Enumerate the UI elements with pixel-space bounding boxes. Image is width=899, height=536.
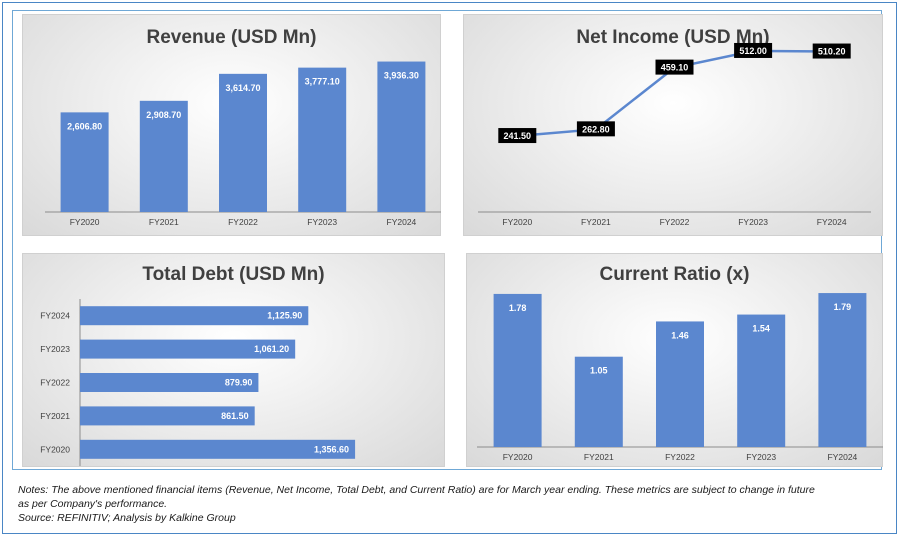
net-income-x-tick-label: FY2024 [817,217,847,227]
current-ratio-x-tick-label: FY2020 [503,452,533,462]
total-debt-chart-title: Total Debt (USD Mn) [142,264,325,285]
current-ratio-bar-fy2020 [493,293,542,447]
current-ratio-data-label: 1.54 [752,324,770,334]
current-ratio-x-tick-label: FY2024 [828,452,858,462]
revenue-x-tick-label: FY2024 [387,217,417,227]
revenue-data-label: 2,606.80 [67,121,102,131]
total-debt-data-label: 861.50 [221,411,249,421]
charts-frame: Revenue (USD Mn) 2,606.80 FY2020 2,908.70 F… [12,10,883,470]
total-debt-chart: 1,125.90 FY2024 1,061.20 FY2023 879.90 FY2022… [40,299,356,466]
revenue-data-label: 2,908.70 [146,110,181,120]
net-income-chart-panel: Net Income (USD Mn) 241.50 FY2020 262.80 FY… [463,14,883,236]
revenue-chart-panel: Revenue (USD Mn) 2,606.80 FY2020 2,908.70 F… [22,14,441,236]
notes-line-2: as per Company's performance. [18,498,168,510]
revenue-chart: 2,606.80 FY2020 2,908.70 FY2021 3,614.70 FY20… [45,61,441,227]
total-debt-y-tick-label: FY2024 [40,311,70,321]
revenue-data-label: 3,936.30 [384,71,419,81]
revenue-chart-title: Revenue (USD Mn) [146,27,317,48]
net-income-data-label: 459.10 [661,63,689,73]
current-ratio-chart: 1.78 FY2020 1.05 FY2021 1.46 FY2022 1.54 FY2023… [477,293,883,462]
current-ratio-x-tick-label: FY2021 [584,452,614,462]
current-ratio-data-label: 1.79 [834,302,852,312]
revenue-x-tick-label: FY2021 [149,217,179,227]
net-income-x-tick-label: FY2022 [660,217,690,227]
total-debt-bar-fy2021 [80,406,255,426]
current-ratio-bar-fy2024 [818,293,867,447]
current-ratio-x-tick-label: FY2022 [665,452,695,462]
revenue-bar-fy2021 [139,100,188,212]
current-ratio-bar-fy2021 [574,356,623,447]
total-debt-bar-fy2024 [80,306,309,326]
current-ratio-data-label: 1.05 [590,366,608,376]
revenue-x-tick-label: FY2022 [228,217,258,227]
total-debt-bar-fy2020 [80,439,356,459]
net-income-data-label: 262.80 [582,124,610,134]
total-debt-data-label: 1,356.60 [314,444,349,454]
total-debt-y-tick-label: FY2020 [40,444,70,454]
revenue-bar-fy2020 [60,112,109,212]
revenue-bar-fy2022 [219,73,267,212]
revenue-data-label: 3,614.70 [225,83,260,93]
total-debt-bar-fy2022 [80,373,259,392]
net-income-data-label: 241.50 [504,131,532,141]
total-debt-y-tick-label: FY2021 [40,411,70,421]
net-income-data-label-box [498,128,537,144]
total-debt-y-tick-label: FY2022 [40,378,70,388]
total-debt-data-label: 1,061.20 [254,344,289,354]
net-income-x-tick-label: FY2021 [581,217,611,227]
revenue-x-tick-label: FY2023 [307,217,337,227]
total-debt-y-tick-label: FY2023 [40,344,70,354]
net-income-data-label: 512.00 [739,46,767,56]
revenue-bar-fy2023 [298,67,347,212]
net-income-chart-title: Net Income (USD Mn) [576,27,770,48]
current-ratio-x-tick-label: FY2023 [746,452,776,462]
total-debt-chart-panel: Total Debt (USD Mn) 1,125.90 FY2024 1,061.… [22,253,445,467]
net-income-data-label-box [812,43,851,59]
net-income-x-tick-label: FY2020 [502,217,532,227]
source-line: Source: REFINITIV; Analysis by Kalkine G… [18,512,236,524]
revenue-bar-fy2024 [377,61,426,212]
total-debt-data-label: 879.90 [225,378,253,388]
net-income-data-label-box [655,59,694,75]
current-ratio-data-label: 1.46 [671,330,689,340]
current-ratio-bar-fy2022 [656,321,704,447]
footnotes: Notes: The above mentioned financial ite… [18,483,888,525]
revenue-x-tick-label: FY2020 [70,217,100,227]
net-income-data-label-box [734,42,773,58]
total-debt-bar-fy2023 [80,339,296,359]
revenue-data-label: 3,777.10 [305,77,340,87]
current-ratio-bar-fy2023 [737,314,786,447]
net-income-chart: 241.50 FY2020 262.80 FY2021 459.10 FY2022 512.… [478,42,871,227]
net-income-data-label: 510.20 [818,47,846,57]
net-income-x-tick-label: FY2023 [738,217,768,227]
net-income-data-label-box [576,121,615,137]
current-ratio-chart-panel: Current Ratio (x) 1.78 FY2020 1.05 FY2021 1.… [466,253,883,467]
current-ratio-chart-title: Current Ratio (x) [599,264,750,285]
current-ratio-data-label: 1.78 [509,303,527,313]
notes-line-1: Notes: The above mentioned financial ite… [18,484,815,496]
total-debt-data-label: 1,125.90 [267,311,302,321]
